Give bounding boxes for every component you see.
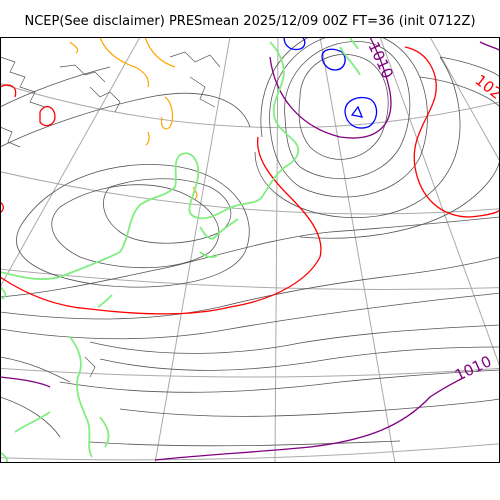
coastline	[199, 251, 219, 259]
high-pressure-contours	[69, 37, 198, 200]
isobar	[89, 440, 401, 447]
coast-detail-line	[84, 356, 96, 378]
isobar	[298, 54, 389, 160]
isobar	[59, 369, 500, 393]
longitude-line	[429, 37, 500, 163]
low-center-contour	[344, 96, 378, 129]
isobar-1020-west	[0, 136, 322, 315]
map-frame	[0, 37, 500, 463]
isobar	[0, 256, 500, 320]
coastline	[14, 411, 51, 433]
isobar	[0, 66, 111, 108]
contour-label-1010-north: 1010	[364, 39, 396, 81]
low-center-contour	[283, 37, 306, 51]
coastlines	[0, 37, 361, 463]
isobar	[419, 76, 500, 108]
coast-detail	[0, 51, 221, 378]
isobar	[51, 184, 220, 269]
contour-label-1020-east: 102	[472, 71, 500, 103]
latitude-line	[0, 171, 500, 215]
isobar-1010-north	[269, 37, 392, 139]
coastline	[99, 416, 110, 448]
isobar-1020-east	[404, 46, 500, 218]
isobar	[269, 37, 428, 198]
coastline	[69, 336, 93, 458]
isobar	[0, 92, 251, 148]
isobar	[439, 56, 500, 78]
longitude-line	[274, 37, 279, 463]
isobar	[254, 56, 461, 219]
latitude-line	[0, 443, 500, 461]
graticule	[0, 37, 500, 463]
isobar-1020-coast-1	[39, 105, 56, 127]
latitude-line	[0, 367, 500, 378]
coast-detail-line	[0, 56, 46, 108]
isobar	[119, 398, 500, 417]
high-contour	[144, 37, 176, 68]
contour-label-1010-south: 1010	[452, 352, 494, 384]
isobar-1010-east	[479, 41, 500, 52]
isobar	[284, 41, 411, 180]
coast-detail-line	[189, 76, 216, 108]
isobar	[99, 346, 500, 371]
low-center-contour	[321, 48, 346, 71]
isobar	[260, 37, 311, 138]
low-pressure-centers	[283, 37, 378, 129]
high-contour	[145, 131, 150, 146]
isobar-1020-coast-2	[0, 84, 17, 98]
coastline	[97, 294, 113, 308]
isobar-1010-southwest	[0, 376, 51, 388]
coastline	[199, 218, 239, 240]
isobar	[0, 396, 61, 438]
longitude-line	[319, 37, 396, 463]
coast-detail-line	[0, 126, 21, 148]
pressure-map: 1010 1010 102	[0, 37, 500, 463]
coast-detail-line	[89, 86, 121, 113]
low-center-contour	[350, 105, 364, 118]
isobars	[0, 37, 500, 447]
high-contour	[160, 96, 174, 130]
isobar	[299, 156, 500, 239]
isobar-1010	[0, 37, 500, 461]
high-contour	[99, 37, 150, 88]
longitude-line	[379, 37, 500, 368]
isobar	[0, 356, 71, 383]
high-contour	[69, 41, 79, 54]
coastline	[339, 46, 361, 76]
map-title: NCEP(See disclaimer) PRESmean 2025/12/09…	[24, 14, 476, 29]
longitude-line	[0, 37, 141, 288]
coast-detail-line	[59, 64, 106, 83]
isobar	[89, 324, 500, 354]
coastline	[349, 37, 359, 50]
latitude-line	[0, 268, 500, 290]
isobar	[16, 164, 250, 288]
longitude-line	[154, 37, 231, 463]
coastline	[0, 41, 300, 280]
isobar	[0, 216, 500, 298]
isobar-1010-south	[154, 376, 466, 461]
coast-detail-line	[169, 51, 221, 68]
isobar-1020	[0, 46, 500, 315]
high-contour	[192, 186, 198, 200]
coastline	[0, 286, 7, 300]
isobar	[0, 292, 500, 340]
